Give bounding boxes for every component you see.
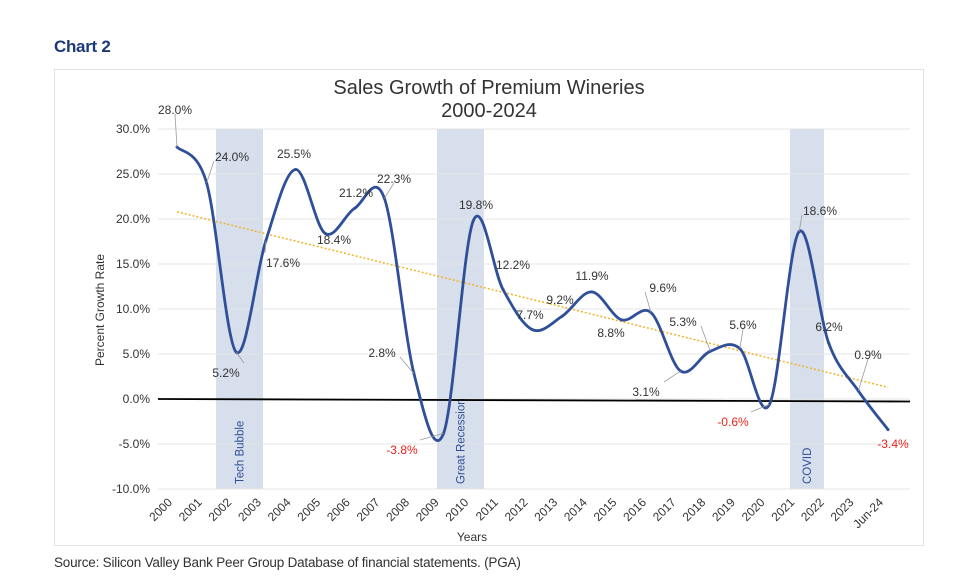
x-tick-label: 2020 xyxy=(739,495,768,524)
data-point-Jun-24 xyxy=(886,428,890,432)
x-tick-label: 2018 xyxy=(680,495,709,524)
label-leader xyxy=(235,351,245,364)
data-label: 12.2% xyxy=(496,258,530,272)
data-point-2006 xyxy=(353,206,357,210)
label-leader xyxy=(419,432,444,441)
x-tick-label: 2011 xyxy=(473,495,501,523)
data-label: 11.9% xyxy=(575,269,608,283)
x-tick-label: 2008 xyxy=(383,495,412,524)
x-tick-label: 2004 xyxy=(265,495,294,524)
x-tick-label: 2002 xyxy=(206,495,235,524)
trendline xyxy=(176,211,889,389)
x-tick-label: 2022 xyxy=(798,495,827,524)
data-point-2014 xyxy=(590,290,594,294)
data-point-2010 xyxy=(471,219,475,223)
y-tick-label: 30.0% xyxy=(116,122,150,136)
data-label: 22.3% xyxy=(377,172,411,186)
chart-heading: Chart 2 xyxy=(54,37,111,56)
data-label: 3.1% xyxy=(632,385,660,399)
data-label: -0.6% xyxy=(717,415,749,429)
data-label: 9.6% xyxy=(649,281,677,295)
y-tick-label: -5.0% xyxy=(119,437,151,451)
data-label: 17.6% xyxy=(266,256,300,270)
chart-title: Sales Growth of Premium Wineries xyxy=(333,77,644,99)
data-point-2015 xyxy=(619,318,623,322)
source-note: Source: Silicon Valley Bank Peer Group D… xyxy=(54,555,521,570)
x-tick-label: 2017 xyxy=(650,495,679,524)
series-line xyxy=(175,145,890,442)
y-tick-label: 0.0% xyxy=(123,392,151,406)
label-leader xyxy=(739,328,744,349)
y-tick-label: 20.0% xyxy=(116,212,150,226)
label-leader xyxy=(798,214,803,232)
x-tick-label: 2012 xyxy=(502,495,531,524)
data-label: 7.7% xyxy=(516,308,544,322)
x-tick-label: 2001 xyxy=(176,495,205,524)
x-tick-label: 2021 xyxy=(768,495,797,524)
data-label: 6.2% xyxy=(815,320,843,334)
data-label: 18.4% xyxy=(317,233,351,247)
y-tick-label: 5.0% xyxy=(123,347,151,361)
x-tick-label: 2013 xyxy=(531,495,560,524)
x-tick-label: 2006 xyxy=(324,495,353,524)
data-point-2012 xyxy=(531,328,534,332)
x-tick-label: 2019 xyxy=(709,495,738,524)
chart-frame xyxy=(54,69,924,546)
data-label: 28.0% xyxy=(158,103,192,117)
data-label: 9.2% xyxy=(546,293,574,307)
data-label: 0.9% xyxy=(854,348,882,362)
label-leader xyxy=(174,113,178,148)
x-tick-label: 2010 xyxy=(443,495,472,524)
data-label: 8.8% xyxy=(597,326,625,340)
band-label: Great Recession xyxy=(456,398,468,484)
data-label: -3.4% xyxy=(877,437,909,451)
data-label: 19.8% xyxy=(459,198,493,212)
zero-line xyxy=(157,398,911,403)
chart-subtitle: 2000-2024 xyxy=(441,100,537,122)
data-point-2013 xyxy=(560,314,564,318)
data-label: 5.6% xyxy=(729,318,757,332)
label-leader xyxy=(750,404,770,413)
y-tick-label: 15.0% xyxy=(116,257,150,271)
x-tick-label: 2009 xyxy=(413,495,442,524)
x-tick-label: 2007 xyxy=(354,495,383,524)
label-leader xyxy=(644,291,652,313)
label-leader xyxy=(857,358,869,392)
label-leader xyxy=(264,240,267,254)
data-label: -3.8% xyxy=(386,443,418,457)
data-label: 5.2% xyxy=(212,366,240,380)
data-point-2011 xyxy=(501,287,505,291)
x-tick-label: 2015 xyxy=(591,495,620,524)
band-label: Tech Bubble xyxy=(235,421,247,484)
y-tick-label: 10.0% xyxy=(116,302,150,316)
x-tick-label: 2016 xyxy=(620,495,649,524)
data-label: 18.6% xyxy=(803,204,837,218)
label-leader xyxy=(700,325,711,352)
label-leader xyxy=(399,356,415,375)
x-tick-label: Jun-24 xyxy=(850,495,886,531)
data-label: 5.3% xyxy=(669,315,697,329)
x-tick-label: 2005 xyxy=(294,495,323,524)
label-leader xyxy=(663,370,681,383)
data-label: 2.8% xyxy=(368,346,396,360)
data-point-2005 xyxy=(323,231,327,235)
y-tick-label: -10.0% xyxy=(112,482,150,496)
x-tick-label: 2000 xyxy=(146,495,175,524)
data-point-2022 xyxy=(827,341,831,345)
y-tick-label: 25.0% xyxy=(116,167,150,181)
label-leader xyxy=(206,160,215,184)
data-label: 21.2% xyxy=(339,186,373,200)
x-tick-label: 2014 xyxy=(561,495,590,524)
data-label: 25.5% xyxy=(277,147,311,161)
label-leader xyxy=(384,182,395,199)
x-axis-label: Years xyxy=(457,530,487,544)
data-point-2004 xyxy=(294,168,297,171)
data-label: 24.0% xyxy=(215,150,249,164)
band-label: COVID xyxy=(802,448,814,484)
y-axis-label: Percent Growth Rate xyxy=(93,254,107,366)
x-tick-label: 2003 xyxy=(235,495,264,524)
